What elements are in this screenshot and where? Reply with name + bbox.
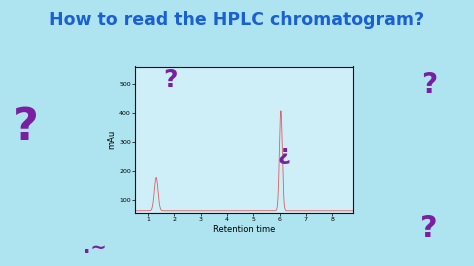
- Text: ?: ?: [420, 214, 438, 243]
- X-axis label: Retention time: Retention time: [213, 225, 275, 234]
- Text: How to read the HPLC chromatogram?: How to read the HPLC chromatogram?: [49, 11, 425, 29]
- Text: ?: ?: [164, 68, 178, 92]
- Text: ?: ?: [421, 71, 437, 99]
- Y-axis label: mAu: mAu: [108, 130, 117, 149]
- Text: ?: ?: [13, 106, 39, 149]
- Text: .∼: .∼: [83, 238, 107, 257]
- Text: ¿: ¿: [278, 144, 291, 164]
